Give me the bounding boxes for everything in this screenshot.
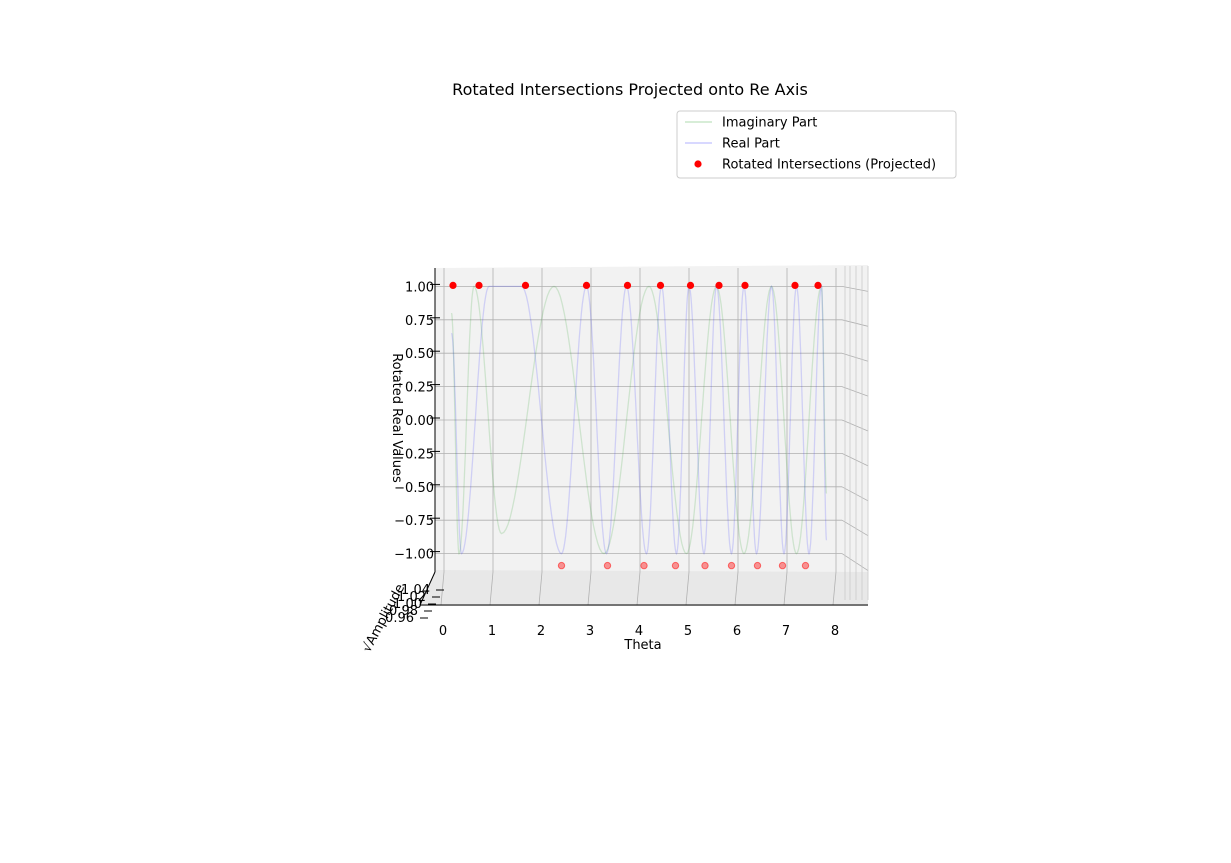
floor-grid-line [832, 571, 837, 606]
x-tick-label: 6 [733, 624, 741, 639]
intersection-point [623, 281, 632, 289]
y-tick-label: 0.50 [405, 347, 434, 362]
x-tick-label: 4 [635, 624, 643, 639]
side-grid-line [841, 553, 869, 571]
side-grid-line [841, 453, 869, 467]
x-tick-label: 7 [782, 624, 790, 639]
tick-labels: 0 1 2 3 4 5 6 7 8 −1.00 −0.75 −0.50 −0.25 0.00 0.25 0.5… [385, 280, 839, 639]
floor-grid-line [685, 571, 690, 606]
side-grid-line [841, 386, 869, 397]
floor-grid-line [440, 571, 445, 606]
x-tick-label: 3 [586, 624, 594, 639]
intersection-point-back [701, 561, 709, 570]
legend-label: Imaginary Part [722, 116, 817, 131]
intersection-point [686, 281, 695, 289]
intersection-point [521, 281, 530, 289]
legend-label: Real Part [722, 137, 780, 152]
y-tick-label: 0.00 [405, 414, 434, 429]
side-grid-line [841, 519, 869, 537]
floor-grid-line [783, 571, 788, 606]
intersection-point-back [753, 561, 762, 570]
intersection-point-back [778, 561, 787, 570]
intersection-point [449, 281, 457, 289]
y-tick-label: −0.50 [394, 481, 434, 496]
z-axis-line [419, 571, 436, 606]
intersection-point [715, 281, 723, 289]
series-line [450, 285, 828, 556]
intersection-point [656, 281, 665, 289]
side-grid-line [841, 486, 869, 502]
intersection-point-back [640, 561, 648, 570]
intersection-point-back [603, 561, 612, 570]
x-tick-label: 0 [439, 624, 447, 639]
y-tick-label: 0.75 [405, 314, 434, 329]
side-grid-line [841, 286, 869, 292]
intersection-point [582, 281, 591, 289]
legend-box [676, 110, 957, 179]
z-tick-label: 1.02 [397, 590, 426, 605]
intersection-point-back [557, 561, 566, 570]
x-tick-label: 8 [831, 624, 839, 639]
intersection-point [741, 281, 749, 289]
legend: Imaginary Part Real Part Rotated Intersect… [676, 110, 957, 179]
side-grid-line [841, 352, 869, 362]
floor-grid-line [587, 571, 592, 606]
intersection-point [475, 281, 483, 289]
floor-grid-line [538, 571, 543, 606]
y-tick-label: −0.25 [394, 447, 434, 462]
chart-title: Rotated Intersections Projected onto Re … [452, 80, 808, 99]
legend-label: Rotated Intersections (Projected) [722, 158, 936, 173]
floor-pane [420, 570, 868, 606]
intersection-point-back [727, 561, 736, 570]
z-tick-label: 0.96 [385, 611, 414, 626]
points-layer [449, 281, 822, 570]
x-tick-label: 5 [684, 624, 692, 639]
side-grid-line [841, 319, 869, 327]
axes-panes [420, 265, 868, 606]
x-tick-label: 2 [537, 624, 545, 639]
intersection-point-back [801, 561, 810, 570]
y-tick-label: 0.25 [405, 381, 434, 396]
floor-grid-line [489, 571, 494, 606]
side-grid-line [841, 419, 869, 432]
y-tick-label: −1.00 [394, 548, 434, 563]
z-tick-label: 1.04 [401, 583, 430, 598]
intersection-point [814, 281, 822, 289]
floor-grid-line [636, 571, 641, 606]
x-tick-label: 1 [488, 624, 496, 639]
floor-grid-line [734, 571, 739, 606]
intersection-point [791, 281, 799, 289]
y-tick-label: −0.75 [394, 514, 434, 529]
y-tick-label: 1.00 [405, 280, 434, 295]
grid [420, 266, 869, 619]
z-tick-label: 1.00 [393, 597, 422, 612]
z-tick-label: 0.98 [389, 604, 418, 619]
legend-marker-swatch [694, 160, 702, 168]
y-axis-label: Rotated Real Values [389, 353, 404, 483]
x-axis-label: Theta [623, 638, 661, 653]
intersection-point-back [671, 561, 680, 570]
